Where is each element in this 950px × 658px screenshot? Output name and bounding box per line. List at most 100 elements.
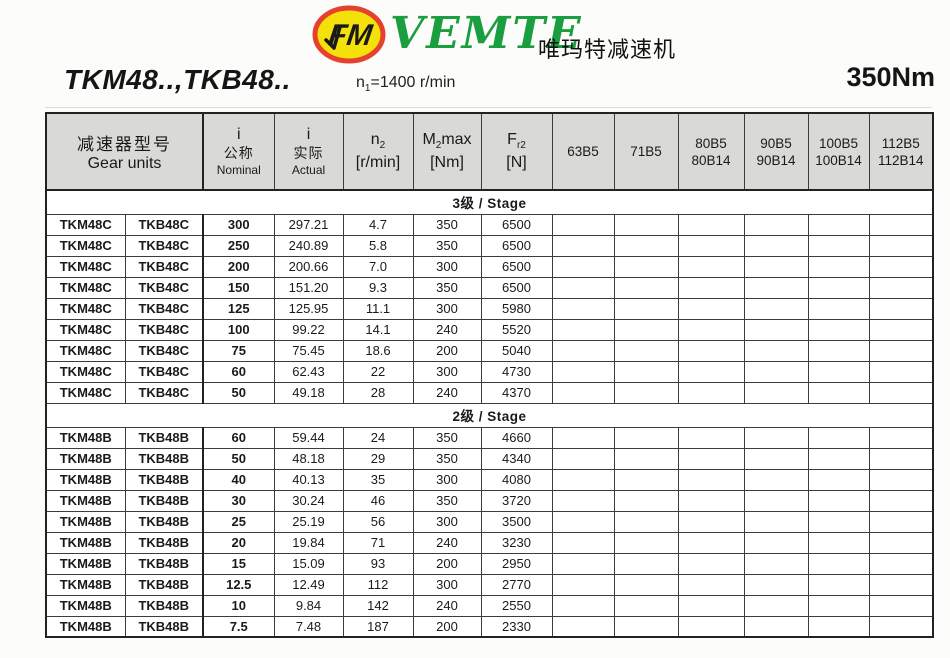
motor-empty-cell	[613, 255, 679, 278]
fr2-unit: [N]	[506, 154, 527, 172]
input-speed-note: n1=1400 r/min	[356, 74, 455, 94]
motor-empty-cell	[743, 276, 809, 299]
motor-empty-cell	[677, 594, 745, 617]
motor-empty-cell	[677, 255, 745, 278]
motor-empty-cell	[613, 510, 679, 533]
value-cell: 35	[342, 468, 414, 491]
value-cell: 12.5	[202, 573, 275, 596]
motor-empty-cell	[868, 318, 934, 341]
motor-empty-cell	[868, 381, 934, 404]
torque-rating: 350Nm	[846, 62, 935, 92]
page-title: TKM48..,TKB48..	[64, 64, 291, 95]
header-motor-80b5: 80B5 80B14	[677, 112, 745, 191]
motor-empty-cell	[868, 255, 934, 278]
motor-empty-cell	[868, 552, 934, 575]
value-cell: 6500	[480, 213, 553, 236]
header-motor-90b5: 90B5 90B14	[743, 112, 809, 191]
motor-empty-cell	[551, 318, 615, 341]
header-radial-force: Fr2 [N]	[480, 112, 553, 191]
motor-empty-cell	[807, 573, 870, 596]
header-motor-71b5: 71B5	[613, 112, 679, 191]
motor-empty-cell	[613, 297, 679, 320]
value-cell: 240	[412, 318, 482, 341]
motor-empty-cell	[551, 447, 615, 470]
motor-empty-cell	[807, 447, 870, 470]
value-cell: 62.43	[273, 360, 344, 383]
model-cell: TKM48B	[45, 552, 126, 575]
header-ratio-actual: i 实际 Actual	[273, 112, 344, 191]
brand-name: VEMTE	[390, 8, 583, 59]
motor-empty-cell	[868, 573, 934, 596]
value-cell: 14.1	[342, 318, 414, 341]
model-cell: TKM48B	[45, 489, 126, 512]
header-max-torque: M2max [Nm]	[412, 112, 482, 191]
value-cell: 15.09	[273, 552, 344, 575]
value-cell: 60	[202, 360, 275, 383]
value-cell: 142	[342, 594, 414, 617]
value-cell: 200	[412, 339, 482, 362]
table-row: TKM48C TKB48C 250 240.89 5.8 350 6500	[45, 234, 934, 257]
table-row: TKM48B TKB48B 40 40.13 35 300 4080	[45, 468, 934, 491]
value-cell: 240	[412, 594, 482, 617]
model-cell: TKM48B	[45, 594, 126, 617]
motor-empty-cell	[551, 234, 615, 257]
header-motor-100b5: 100B5 100B14	[807, 112, 870, 191]
model-cell: TKM48C	[45, 381, 126, 404]
motor-empty-cell	[551, 255, 615, 278]
model-cell: TKB48B	[124, 594, 204, 617]
value-cell: 300	[412, 510, 482, 533]
value-cell: 40	[202, 468, 275, 491]
speed-subscript: 1	[364, 83, 371, 95]
motor-empty-cell	[868, 213, 934, 236]
motor-empty-cell	[677, 213, 745, 236]
value-cell: 200	[412, 552, 482, 575]
motor-empty-cell	[613, 276, 679, 299]
divider-rule	[45, 107, 932, 108]
value-cell: 2950	[480, 552, 553, 575]
motor-empty-cell	[551, 339, 615, 362]
motor-empty-cell	[677, 381, 745, 404]
value-cell: 200	[202, 255, 275, 278]
motor-empty-cell	[551, 381, 615, 404]
motor-empty-cell	[807, 489, 870, 512]
value-cell: 300	[412, 468, 482, 491]
value-cell: 2770	[480, 573, 553, 596]
nominal-en: Nominal	[216, 163, 261, 177]
motor-empty-cell	[743, 468, 809, 491]
motor-empty-cell	[613, 552, 679, 575]
table-row: TKM48C TKB48C 75 75.45 18.6 200 5040	[45, 339, 934, 362]
speed-symbol: n	[356, 74, 365, 91]
value-cell: 350	[412, 426, 482, 449]
motor-empty-cell	[868, 510, 934, 533]
value-cell: 2330	[480, 615, 553, 638]
motor-empty-cell	[868, 468, 934, 491]
header-motor-63b5: 63B5	[551, 112, 615, 191]
value-cell: 15	[202, 552, 275, 575]
motor-empty-cell	[613, 426, 679, 449]
value-cell: 350	[412, 276, 482, 299]
value-cell: 48.18	[273, 447, 344, 470]
motor-empty-cell	[743, 318, 809, 341]
motor-empty-cell	[868, 360, 934, 383]
ratio-symbol: i	[236, 126, 241, 143]
motor-empty-cell	[551, 360, 615, 383]
motor-empty-cell	[868, 447, 934, 470]
value-cell: 250	[202, 234, 275, 257]
value-cell: 5.8	[342, 234, 414, 257]
motor-empty-cell	[868, 489, 934, 512]
model-cell: TKM48C	[45, 234, 126, 257]
value-cell: 240	[412, 531, 482, 554]
motor-empty-cell	[743, 594, 809, 617]
value-cell: 125.95	[273, 297, 344, 320]
motor-empty-cell	[677, 615, 745, 638]
header-output-speed: n2 [r/min]	[342, 112, 414, 191]
value-cell: 24	[342, 426, 414, 449]
motor-empty-cell	[807, 297, 870, 320]
value-cell: 6500	[480, 255, 553, 278]
table-row: TKM48B TKB48B 60 59.44 24 350 4660	[45, 426, 934, 449]
motor-empty-cell	[743, 360, 809, 383]
table-row: TKM48B TKB48B 20 19.84 71 240 3230	[45, 531, 934, 554]
value-cell: 9.3	[342, 276, 414, 299]
table-body: 3级 / Stage TKM48C TKB48C 300 297.21 4.7 350 650…	[45, 189, 934, 638]
value-cell: 71	[342, 531, 414, 554]
